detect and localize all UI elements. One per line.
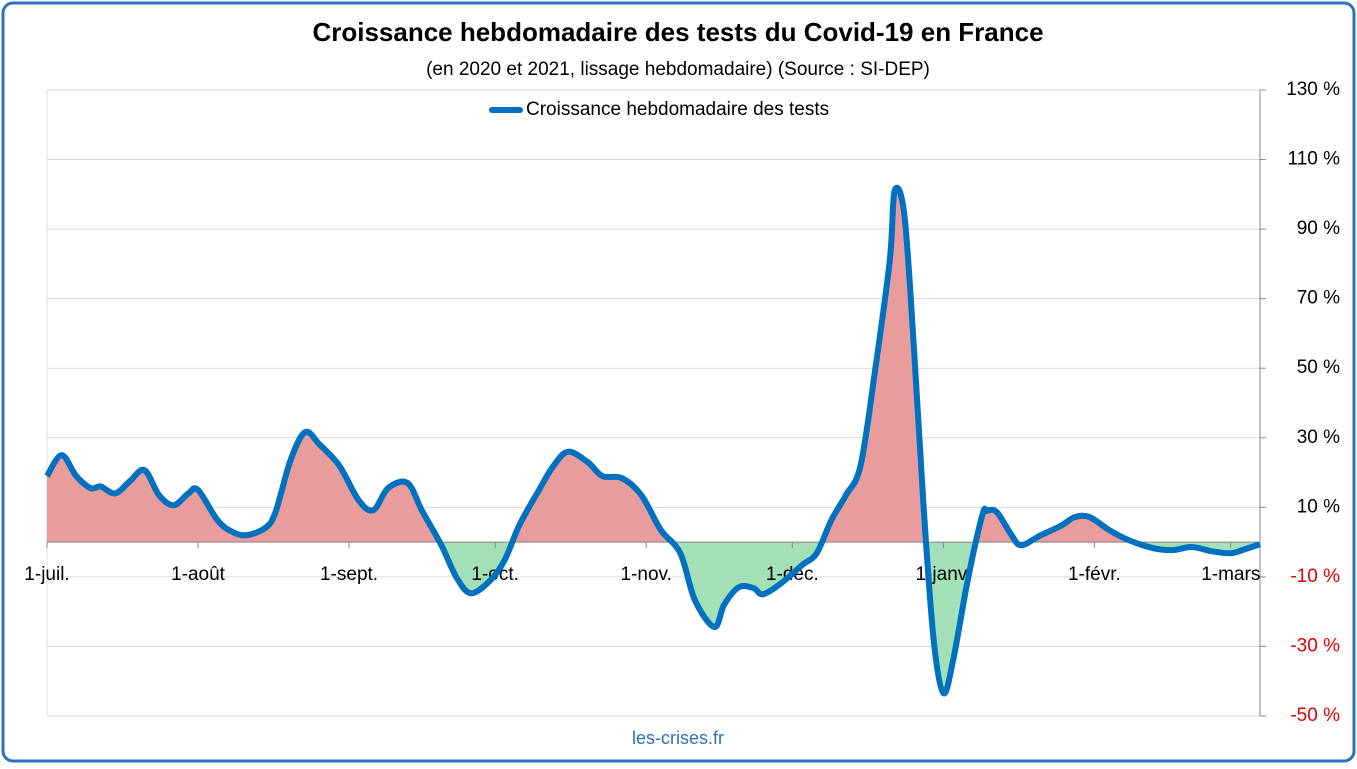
- y-tick-label: 90 %: [1297, 218, 1340, 239]
- source: les-crises.fr: [632, 728, 724, 748]
- y-tick-label: 30 %: [1297, 427, 1340, 448]
- y-tick-label: -10 %: [1290, 566, 1340, 587]
- y-tick-label: 70 %: [1297, 288, 1340, 309]
- x-tick-label: 1-sept.: [320, 564, 378, 585]
- x-tick-label: 1-nov.: [620, 564, 671, 585]
- line: [44, 184, 1261, 697]
- x-tick-label: 1-mars: [1201, 564, 1260, 585]
- x-tick-label: 1-févr.: [1068, 564, 1121, 585]
- legend-label: Croissance hebdomadaire des tests: [526, 99, 829, 120]
- y-tick-label: 130 %: [1286, 79, 1340, 100]
- y-tick-label: -30 %: [1290, 635, 1340, 656]
- y-tick-label: -50 %: [1290, 705, 1340, 726]
- x-tick-label: 1-janv.: [916, 564, 972, 585]
- chart-title: Croissance hebdomadaire des tests du Cov…: [312, 17, 1043, 47]
- x-tick-label: 1-juil.: [24, 564, 69, 585]
- chart-subtitle: (en 2020 et 2021, lissage hebdomadaire) …: [426, 59, 930, 80]
- y-tick-label: 50 %: [1297, 357, 1340, 378]
- x-tick-label: 1-août: [171, 564, 226, 585]
- y-tick-label: 10 %: [1297, 496, 1340, 517]
- y-tick-label: 110 %: [1288, 149, 1341, 170]
